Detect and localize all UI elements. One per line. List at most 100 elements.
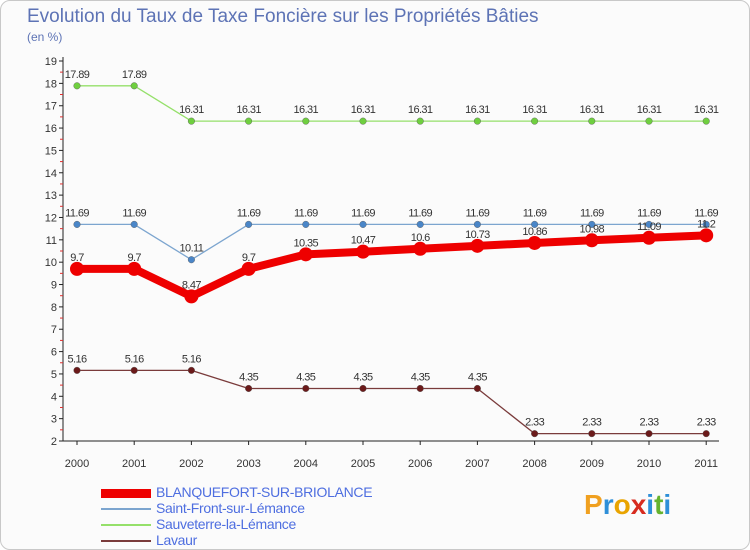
data-label-saint-front-sur-l-mance: 11.69: [294, 207, 318, 219]
x-tick-label: 2003: [236, 458, 260, 470]
y-tick-label: 3: [51, 414, 57, 426]
data-point-lavaur: [359, 384, 367, 392]
data-label-lavaur: 4.35: [468, 371, 487, 383]
data-label-saint-front-sur-l-mance: 11.69: [237, 207, 261, 219]
data-label-sauveterre-la-l-mance: 17.89: [122, 69, 147, 81]
series-layer: [70, 82, 714, 438]
data-point-blanquefort-sur-briolance: [584, 233, 599, 248]
data-point-sauveterre-la-l-mance: [359, 117, 367, 125]
data-label-blanquefort-sur-briolance: 10.86: [522, 226, 547, 238]
data-point-sauveterre-la-l-mance: [416, 117, 424, 125]
data-point-saint-front-sur-l-mance: [73, 220, 81, 228]
series-line-sauveterre-la-l-mance: [76, 85, 707, 122]
x-tick-label: 2009: [580, 458, 604, 470]
data-label-blanquefort-sur-briolance: 10.35: [294, 237, 319, 249]
y-tick-label: 5: [51, 369, 57, 381]
data-label-saint-front-sur-l-mance: 10.11: [180, 243, 204, 255]
data-point-saint-front-sur-l-mance: [588, 220, 596, 228]
data-point-lavaur: [73, 366, 81, 374]
y-axis-unit: (en %): [27, 30, 63, 44]
data-point-saint-front-sur-l-mance: [302, 220, 310, 228]
y-tick-label: 18: [45, 78, 57, 90]
x-tick-label: 2007: [465, 458, 489, 470]
logo-letter: x: [630, 489, 647, 520]
proxiti-logo: Proxiti: [584, 489, 671, 521]
data-point-sauveterre-la-l-mance: [702, 117, 710, 125]
data-label-sauveterre-la-l-mance: 17.89: [65, 69, 90, 81]
data-point-lavaur: [473, 384, 481, 392]
data-label-blanquefort-sur-briolance: 11.2: [697, 218, 716, 230]
data-point-lavaur: [302, 384, 310, 392]
data-label-saint-front-sur-l-mance: 11.69: [351, 207, 375, 219]
legend-swatch-saint-front: [101, 508, 151, 510]
data-label-saint-front-sur-l-mance: 11.69: [523, 207, 547, 219]
data-label-blanquefort-sur-briolance: 11.09: [637, 221, 661, 233]
legend-swatch-sauveterre: [101, 524, 151, 526]
x-tick-label: 2001: [122, 458, 146, 470]
legend-label-blanquefort: BLANQUEFORT-SUR-BRIOLANCE: [156, 484, 373, 500]
data-point-lavaur: [645, 430, 653, 438]
data-point-lavaur: [245, 384, 253, 392]
data-label-blanquefort-sur-briolance: 9.7: [70, 252, 84, 264]
y-tick-label: 11: [46, 235, 57, 247]
logo-letter: i: [646, 489, 655, 520]
data-label-sauveterre-la-l-mance: 16.31: [465, 104, 490, 116]
y-tick-label: 12: [45, 212, 57, 224]
x-tick-label: 2011: [694, 458, 718, 470]
y-tick-label: 13: [45, 190, 57, 202]
data-label-lavaur: 4.35: [239, 371, 258, 383]
data-label-sauveterre-la-l-mance: 16.31: [408, 104, 433, 116]
data-label-lavaur: 4.35: [296, 371, 315, 383]
y-tick-label: 16: [45, 123, 57, 135]
data-label-blanquefort-sur-briolance: 10.73: [465, 229, 490, 241]
data-point-saint-front-sur-l-mance: [416, 220, 424, 228]
data-point-saint-front-sur-l-mance: [130, 220, 138, 228]
data-point-saint-front-sur-l-mance: [702, 220, 710, 228]
data-point-blanquefort-sur-briolance: [699, 228, 714, 243]
data-point-sauveterre-la-l-mance: [73, 82, 81, 90]
series-line-saint-front-sur-l-mance: [76, 223, 707, 261]
data-point-blanquefort-sur-briolance: [470, 238, 485, 253]
x-tick-label: 2008: [522, 458, 546, 470]
data-label-blanquefort-sur-briolance: 10.98: [580, 223, 605, 235]
data-point-lavaur: [416, 384, 424, 392]
data-point-sauveterre-la-l-mance: [187, 117, 195, 125]
data-label-saint-front-sur-l-mance: 11.69: [122, 207, 146, 219]
legend-label-saint-front: Saint-Front-sur-Lémance: [156, 500, 305, 516]
data-label-blanquefort-sur-briolance: 10.6: [411, 232, 430, 244]
x-tick-label: 2002: [179, 458, 203, 470]
y-tick-label: 14: [45, 168, 57, 180]
data-label-sauveterre-la-l-mance: 16.31: [637, 104, 662, 116]
data-label-blanquefort-sur-briolance: 8.47: [182, 279, 201, 291]
data-point-sauveterre-la-l-mance: [302, 117, 310, 125]
data-point-sauveterre-la-l-mance: [645, 117, 653, 125]
data-point-lavaur: [588, 430, 596, 438]
y-tick-label: 4: [51, 391, 57, 403]
data-label-lavaur: 5.16: [125, 353, 144, 365]
data-point-lavaur: [130, 366, 138, 374]
data-point-sauveterre-la-l-mance: [531, 117, 539, 125]
data-label-saint-front-sur-l-mance: 11.69: [466, 207, 490, 219]
x-tick-label: 2000: [65, 458, 89, 470]
logo-letter: o: [613, 489, 631, 520]
data-label-lavaur: 2.33: [582, 417, 601, 429]
data-point-blanquefort-sur-briolance: [642, 230, 656, 245]
data-label-sauveterre-la-l-mance: 16.31: [294, 104, 319, 116]
data-point-blanquefort-sur-briolance: [127, 261, 142, 276]
logo-letter: t: [654, 489, 664, 520]
data-point-saint-front-sur-l-mance: [473, 220, 481, 228]
data-label-lavaur: 5.16: [182, 353, 201, 365]
logo-letter: P: [584, 489, 603, 520]
data-label-saint-front-sur-l-mance: 11.69: [408, 207, 432, 219]
logo-letter: r: [602, 489, 614, 520]
data-point-sauveterre-la-l-mance: [130, 82, 138, 90]
data-label-sauveterre-la-l-mance: 16.31: [236, 104, 261, 116]
y-tick-label: 10: [45, 257, 57, 269]
data-point-blanquefort-sur-briolance: [356, 244, 370, 259]
y-tick-label: 6: [51, 347, 57, 359]
x-tick-label: 2010: [637, 458, 661, 470]
data-point-blanquefort-sur-briolance: [298, 247, 313, 262]
legend-label-sauveterre: Sauveterre-la-Lémance: [156, 516, 296, 532]
data-label-sauveterre-la-l-mance: 16.31: [351, 104, 376, 116]
